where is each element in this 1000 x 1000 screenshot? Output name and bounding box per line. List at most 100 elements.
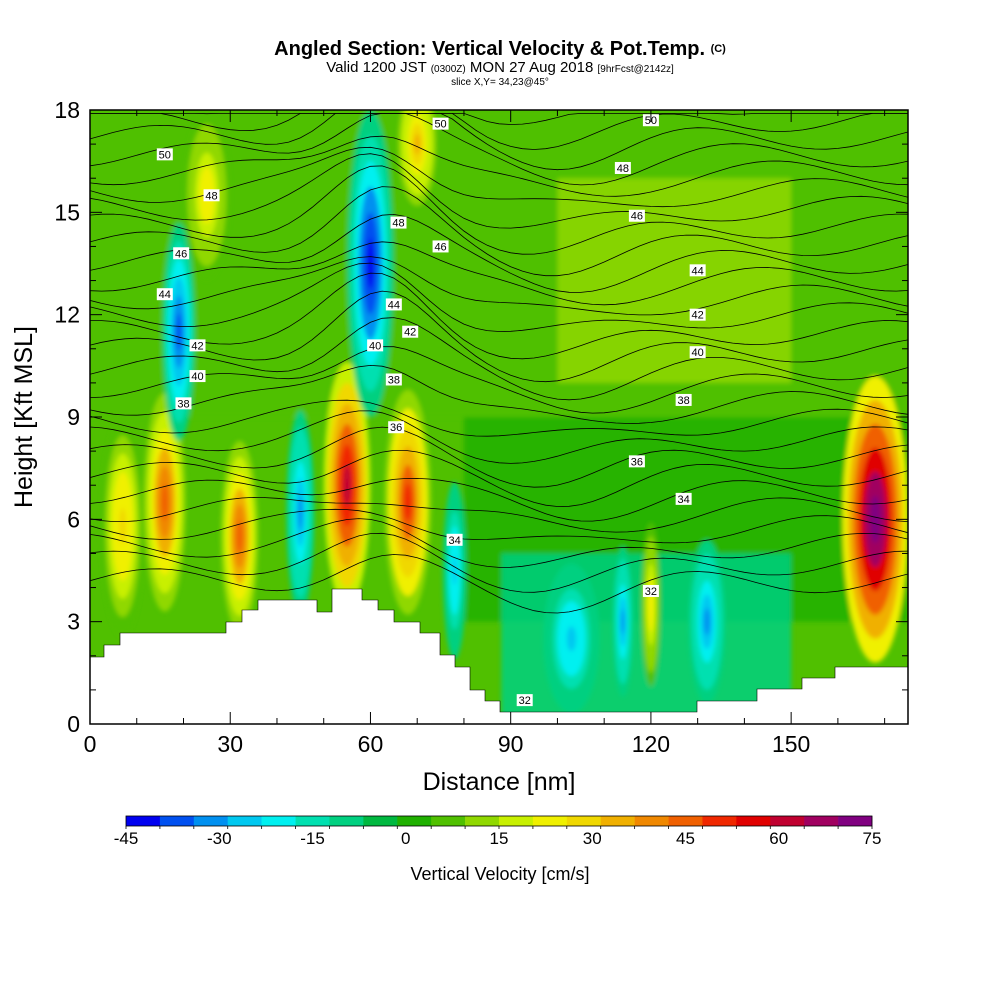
contour-label-text: 44: [159, 289, 171, 301]
contour-label-box: [628, 209, 645, 222]
potential-temperature-contours: [90, 113, 908, 614]
contour-label-46: 46: [173, 247, 190, 260]
y-tick-label: 9: [67, 404, 80, 430]
contour-label-text: 34: [678, 494, 690, 506]
velocity-cell-7: [543, 563, 600, 714]
contour-label-text: 32: [645, 586, 657, 598]
theta-contour-line: [90, 426, 908, 488]
y-tick-label: 12: [54, 302, 80, 328]
colorbar-swatch: [600, 816, 635, 826]
colorbar-swatch: [193, 816, 229, 826]
velocity-cell-11: [842, 376, 908, 663]
colorbar-tick-label: -15: [300, 829, 325, 848]
theta-contour-line: [90, 477, 908, 522]
theta-contour-line: [90, 186, 908, 277]
colorbar-swatch: [261, 816, 296, 826]
contour-label-text: 40: [369, 340, 381, 352]
theta-contour-line: [90, 113, 908, 171]
colorbar-swatch: [295, 816, 330, 826]
contour-label-box: [689, 264, 706, 277]
contour-label-40: 40: [367, 339, 384, 352]
colorbar-swatch: [532, 816, 568, 826]
chart-title-block: Angled Section: Vertical Velocity & Pot.…: [0, 38, 1000, 88]
colorbar-tick-label: 60: [769, 829, 788, 848]
colorbar-tick-label: 15: [490, 829, 509, 848]
colorbar-swatch: [566, 816, 602, 826]
theta-contour-line: [90, 518, 908, 568]
contour-label-42: 42: [189, 339, 206, 352]
colorbar-swatch: [668, 816, 703, 826]
contour-label-box: [385, 373, 402, 386]
x-tick-label: 60: [358, 731, 384, 757]
theta-contour-line: [90, 449, 908, 507]
contour-label-text: 40: [692, 347, 704, 359]
theta-contour-line: [90, 213, 908, 293]
contour-label-box: [432, 117, 449, 130]
contour-label-38: 38: [675, 393, 692, 407]
vertical-velocity-field: [90, 110, 908, 724]
colorbar-swatch: [397, 816, 432, 826]
theta-contour-line: [90, 113, 908, 150]
velocity-cell-12: [162, 222, 196, 441]
colorbar-swatch: [804, 816, 839, 826]
colorbar-swatch: [329, 816, 364, 826]
x-tick-label: 150: [772, 731, 810, 757]
theta-contour-line: [90, 554, 908, 614]
colorbar-swatch: [126, 816, 161, 826]
contour-label-box: [446, 533, 463, 546]
contour-label-box: [156, 148, 173, 161]
colorbar: -45 -30 -15 0 15 30 45 60 75: [114, 815, 881, 848]
colorbar-swatch: [702, 816, 737, 826]
colorbar-swatch: [465, 816, 500, 826]
contour-label-36: 36: [388, 421, 405, 434]
velocity-cell-9: [641, 522, 661, 687]
contour-label-text: 46: [434, 241, 446, 253]
contour-label-box: [689, 308, 706, 321]
contour-label-40: 40: [189, 370, 206, 383]
contour-label-text: 50: [159, 149, 171, 161]
x-tick-label: 0: [84, 731, 97, 757]
contour-label-box: [189, 339, 206, 352]
theta-contour-line: [90, 290, 908, 383]
theta-contour-line: [90, 135, 908, 197]
contour-label-48: 48: [203, 189, 220, 202]
theta-contour-line: [90, 153, 908, 229]
colorbar-tick-label: -30: [207, 829, 232, 848]
colorbar-swatch: [634, 816, 669, 826]
velocity-cell-10-layer-5: [703, 608, 711, 636]
contour-label-text: 36: [390, 422, 402, 434]
velocity-cell-6-layer-5: [452, 555, 457, 586]
velocity-cell-2-layer-5: [236, 520, 243, 553]
contour-label-34: 34: [675, 492, 692, 506]
contour-label-text: 38: [177, 398, 189, 410]
theta-contour-line: [90, 165, 908, 255]
theta-contour-line: [90, 256, 908, 316]
colorbar-swatch: [431, 816, 466, 826]
contour-label-text: 42: [404, 327, 416, 339]
colorbar-tick-label: 30: [583, 829, 602, 848]
contour-label-box: [614, 161, 631, 174]
theta-contour-line: [90, 272, 908, 360]
colorbar-swatch: [499, 816, 534, 826]
velocity-cell-7-layer-5: [566, 626, 577, 652]
contour-label-38: 38: [175, 397, 192, 410]
contour-label-32: 32: [642, 584, 659, 598]
colorbar-swatch: [227, 816, 262, 826]
contour-label-box: [173, 247, 190, 260]
contour-label-44: 44: [689, 264, 706, 277]
contour-label-text: 46: [175, 248, 187, 260]
colorbar-swatch: [838, 816, 873, 826]
contour-label-50: 50: [432, 117, 449, 131]
theta-contour-line: [90, 532, 908, 593]
colorbar-tick-label: -45: [114, 829, 139, 848]
contour-label-box: [675, 393, 692, 406]
theta-contour-line: [90, 364, 908, 424]
contour-label-box: [402, 325, 419, 338]
contour-label-box: [628, 455, 645, 468]
contour-label-text: 40: [191, 371, 203, 383]
contour-label-48: 48: [614, 161, 631, 175]
colorbar-tick-label: 0: [401, 829, 410, 848]
theta-contour-line: [90, 146, 908, 208]
